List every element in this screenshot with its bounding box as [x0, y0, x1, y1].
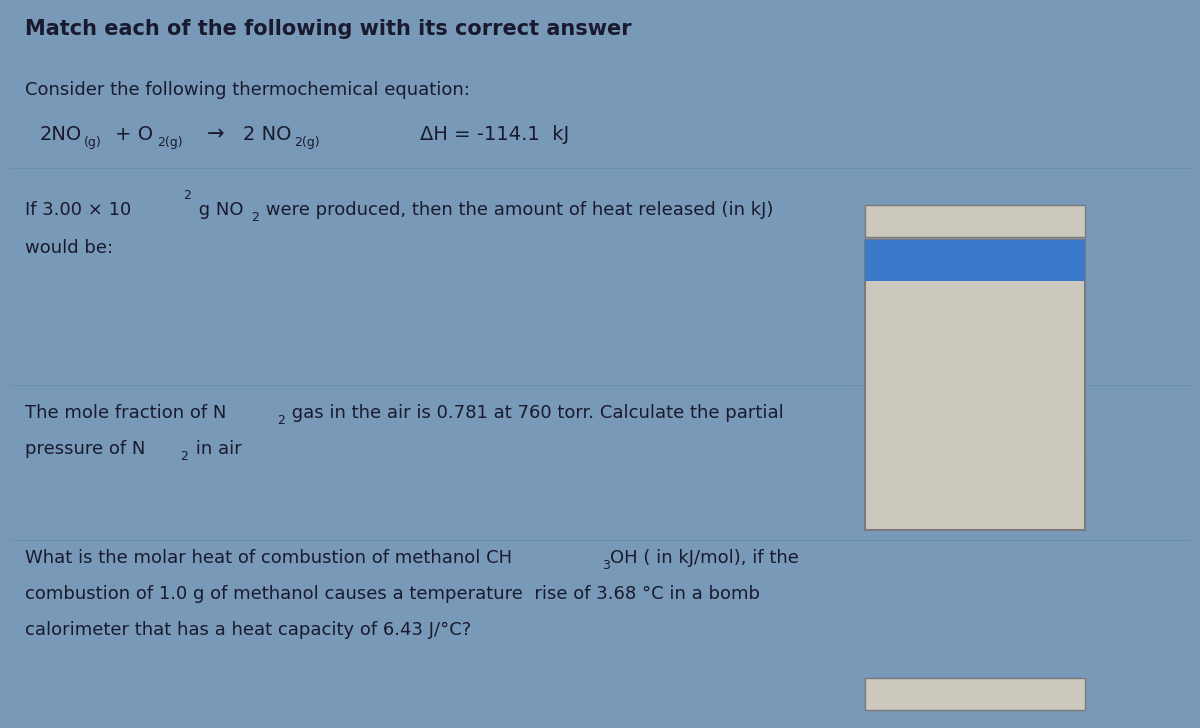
Text: combustion of 1.0 g of methanol causes a temperature  rise of 3.68 °C in a bomb: combustion of 1.0 g of methanol causes a… — [25, 585, 760, 603]
Text: would be:: would be: — [25, 239, 113, 257]
Text: were produced, then the amount of heat released (in kJ): were produced, then the amount of heat r… — [260, 201, 773, 219]
Bar — [865, 205, 1085, 237]
Text: + O: + O — [115, 125, 154, 144]
Text: ❯: ❯ — [1067, 217, 1078, 230]
Text: Consider the following thermochemical equation:: Consider the following thermochemical eq… — [25, 81, 470, 99]
Text: Choose...: Choose... — [875, 458, 946, 473]
Text: 2: 2 — [251, 211, 259, 224]
Text: Choose...: Choose... — [875, 258, 962, 276]
Text: in air: in air — [190, 440, 241, 458]
Text: Match each of the following with its correct answer: Match each of the following with its cor… — [25, 19, 631, 39]
Text: pressure of N: pressure of N — [25, 440, 145, 458]
Text: 2: 2 — [180, 450, 188, 463]
Bar — [865, 240, 1085, 281]
Text: 2(g): 2(g) — [294, 136, 319, 149]
Text: v: v — [1066, 456, 1073, 469]
Text: calorimeter that has a heat capacity of 6.43 J/°C?: calorimeter that has a heat capacity of … — [25, 621, 472, 639]
Text: 372: 372 — [875, 340, 907, 358]
Text: (g): (g) — [84, 136, 102, 149]
Text: 2 NO: 2 NO — [242, 125, 292, 144]
Text: Choose...: Choose... — [875, 688, 946, 703]
Text: The mole fraction of N: The mole fraction of N — [25, 404, 227, 422]
Text: 757: 757 — [875, 463, 906, 481]
Text: g NO: g NO — [193, 201, 244, 219]
Bar — [865, 448, 1085, 480]
Bar — [865, 678, 1085, 710]
Text: 2: 2 — [182, 189, 191, 202]
Text: 3: 3 — [602, 559, 610, 572]
Text: What is the molar heat of combustion of methanol CH: What is the molar heat of combustion of … — [25, 549, 512, 567]
Text: 593.5: 593.5 — [875, 299, 923, 317]
Bar — [865, 240, 1085, 530]
Text: v: v — [1066, 213, 1073, 226]
Text: 193: 193 — [875, 381, 907, 399]
Text: If 3.00 × 10: If 3.00 × 10 — [25, 201, 131, 219]
Text: Choose...: Choose... — [875, 215, 946, 230]
Text: gas in the air is 0.781 at 760 torr. Calculate the partial: gas in the air is 0.781 at 760 torr. Cal… — [286, 404, 784, 422]
Text: OH ( in kJ/mol), if the: OH ( in kJ/mol), if the — [610, 549, 799, 567]
Text: ΔH = -114.1  kJ: ΔH = -114.1 kJ — [420, 125, 569, 144]
Text: v: v — [1066, 686, 1073, 699]
Text: 2NO: 2NO — [40, 125, 83, 144]
Text: →: → — [208, 124, 224, 144]
Text: 248: 248 — [875, 422, 907, 440]
Text: 2(g): 2(g) — [157, 136, 182, 149]
Text: 2: 2 — [277, 414, 284, 427]
Text: 252.9: 252.9 — [875, 504, 923, 522]
